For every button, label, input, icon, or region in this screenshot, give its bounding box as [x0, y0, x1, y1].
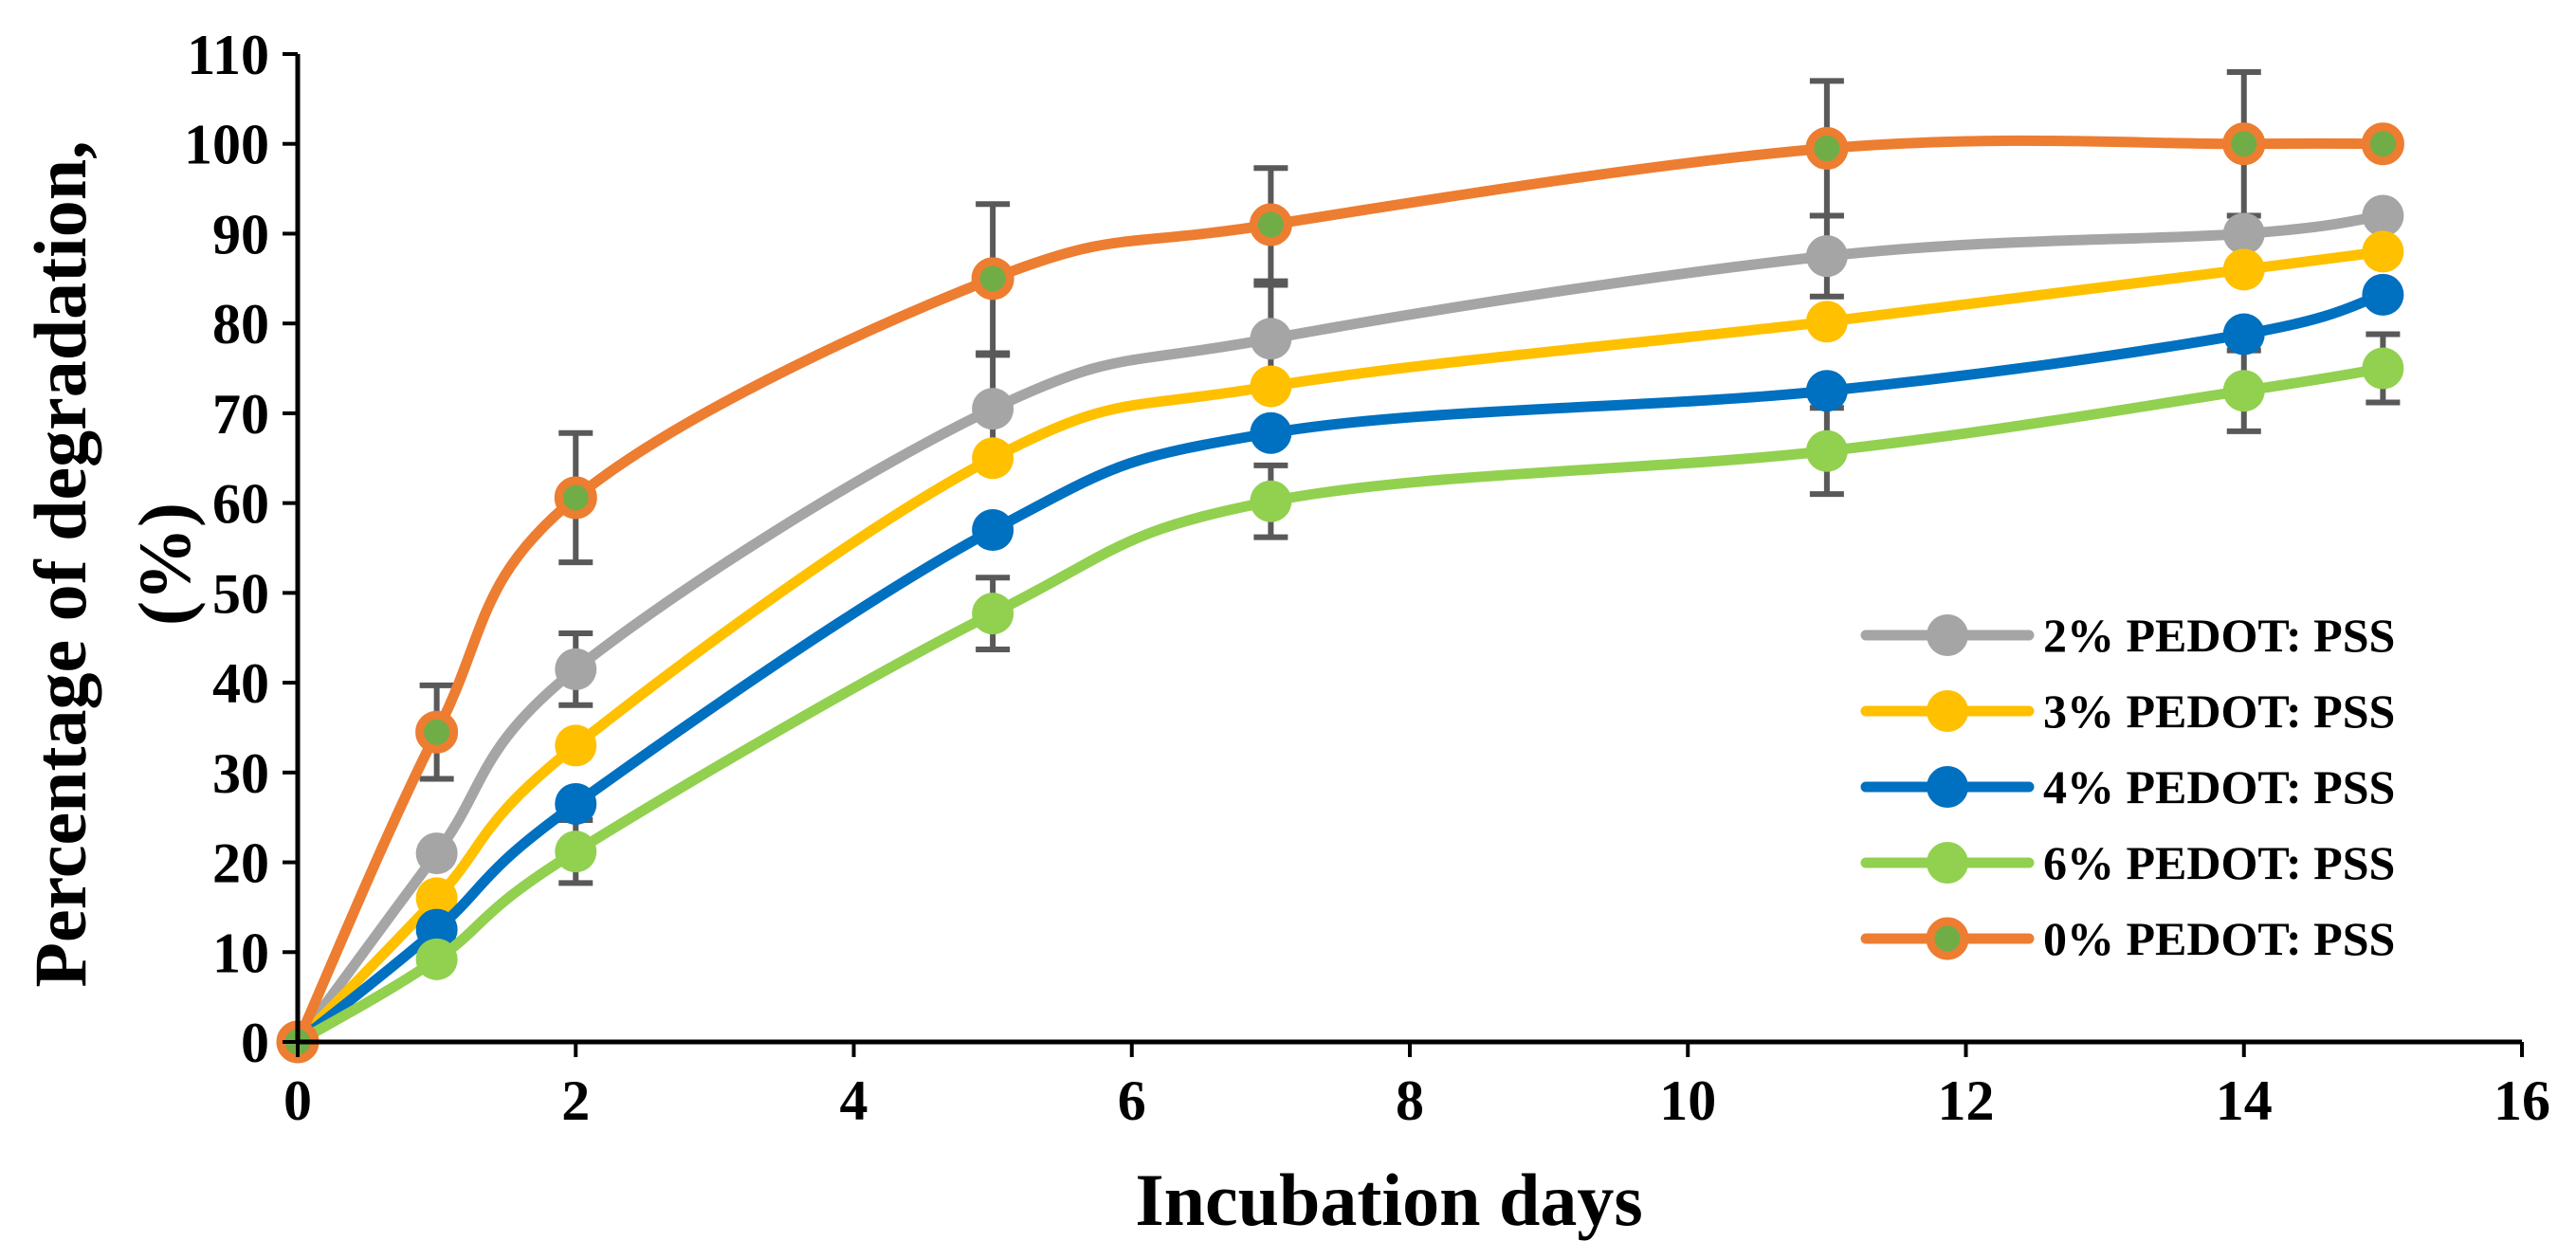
data-point-0-pedot-pss	[554, 476, 597, 520]
data-point-6-pedot-pss	[972, 593, 1014, 635]
data-point-2-pedot-pss	[415, 832, 458, 875]
series-line-3-pedot-pss	[292, 246, 2388, 1048]
data-point-4-pedot-pss	[555, 782, 597, 825]
x-tick-label: 16	[2494, 1069, 2550, 1132]
x-tick-label: 14	[2216, 1069, 2273, 1132]
legend: 2% PEDOT: PSS 3% PEDOT: PSS 4% PEDOT: PSS 6…	[1860, 609, 2395, 965]
series-line-0-pedot-pss	[292, 135, 2388, 1048]
data-point-3-pedot-pss	[415, 877, 458, 920]
x-tick-label: 0	[283, 1069, 312, 1132]
data-point-4-pedot-pss	[1250, 411, 1292, 454]
data-point-3-pedot-pss	[1805, 301, 1848, 343]
tick-labels: 0 10 20 30 40 50 60 70 80 90 100 110 0 2 4 6 8 10 12 14 16	[184, 24, 2550, 1132]
data-point-4-pedot-pss	[972, 509, 1014, 552]
data-point-4-pedot-pss	[2222, 313, 2265, 356]
y-tick-label: 50	[212, 562, 269, 625]
legend-label-3-pedot-pss: 3% PEDOT: PSS	[2043, 685, 2395, 738]
legend-marker-3-pedot-pss	[1927, 690, 1968, 732]
y-tick-label: 40	[212, 652, 269, 715]
y-tick-label: 0	[241, 1012, 269, 1074]
legend-marker-4-pedot-pss	[1927, 766, 1968, 808]
data-point-2-pedot-pss	[2362, 194, 2404, 237]
x-tick-label: 4	[840, 1069, 868, 1132]
data-point-4-pedot-pss	[2362, 273, 2404, 316]
data-point-6-pedot-pss	[2362, 347, 2404, 390]
legend-marker-2-pedot-pss	[1927, 614, 1968, 656]
series-line-6-pedot-pss	[292, 363, 2388, 1048]
data-point-0-pedot-pss	[2361, 122, 2404, 166]
legend-label-4-pedot-pss: 4% PEDOT: PSS	[2043, 760, 2395, 813]
data-point-4-pedot-pss	[415, 908, 458, 951]
legend-label-0-pedot-pss: 0% PEDOT: PSS	[2043, 912, 2395, 965]
y-tick-label: 80	[212, 293, 269, 356]
series-layer	[276, 122, 2404, 1064]
data-point-3-pedot-pss	[555, 724, 597, 767]
x-axis-title: Incubation days	[1135, 1159, 1642, 1241]
series-line-4-pedot-pss	[292, 289, 2388, 1048]
y-tick-label: 10	[212, 922, 269, 984]
data-point-0-pedot-pss	[971, 257, 1014, 301]
data-point-6-pedot-pss	[2222, 370, 2265, 412]
data-point-6-pedot-pss	[415, 938, 458, 980]
legend-label-6-pedot-pss: 6% PEDOT: PSS	[2043, 836, 2395, 889]
data-point-4-pedot-pss	[1805, 370, 1848, 412]
y-tick-label: 60	[212, 473, 269, 536]
x-tick-label: 12	[1938, 1069, 1995, 1132]
x-tick-label: 2	[561, 1069, 590, 1132]
data-point-6-pedot-pss	[555, 831, 597, 873]
data-point-0-pedot-pss	[1805, 126, 1849, 170]
data-point-0-pedot-pss	[2222, 122, 2266, 166]
data-point-3-pedot-pss	[2362, 230, 2404, 273]
y-tick-label: 110	[187, 24, 269, 86]
y-axis-title-line-2: (%)	[123, 502, 206, 626]
data-point-2-pedot-pss	[2222, 212, 2265, 255]
data-point-3-pedot-pss	[972, 437, 1014, 480]
data-point-2-pedot-pss	[1250, 318, 1292, 360]
y-tick-label: 20	[212, 832, 269, 895]
data-point-2-pedot-pss	[555, 648, 597, 690]
data-point-6-pedot-pss	[1250, 480, 1292, 522]
y-tick-label: 100	[184, 114, 269, 176]
x-tick-label: 8	[1396, 1069, 1424, 1132]
data-point-2-pedot-pss	[1805, 235, 1848, 278]
series-line-2-pedot-pss	[292, 210, 2388, 1048]
y-tick-label: 70	[212, 383, 269, 446]
legend-label-2-pedot-pss: 2% PEDOT: PSS	[2043, 609, 2395, 662]
x-tick-label: 10	[1659, 1069, 1716, 1132]
axes	[283, 52, 2524, 1057]
y-tick-label: 30	[212, 742, 269, 805]
y-tick-label: 90	[212, 203, 269, 265]
data-point-2-pedot-pss	[972, 388, 1014, 430]
data-point-0-pedot-pss	[415, 710, 459, 754]
x-tick-label: 6	[1118, 1069, 1146, 1132]
y-axis-title-line-1: Percentage of degradation,	[19, 140, 101, 987]
data-point-3-pedot-pss	[1250, 365, 1292, 408]
data-point-3-pedot-pss	[2222, 248, 2265, 291]
legend-marker-6-pedot-pss	[1927, 842, 1968, 884]
data-point-0-pedot-pss	[1249, 203, 1292, 247]
data-point-6-pedot-pss	[1805, 429, 1848, 472]
legend-marker-0-pedot-pss	[1926, 917, 1969, 960]
